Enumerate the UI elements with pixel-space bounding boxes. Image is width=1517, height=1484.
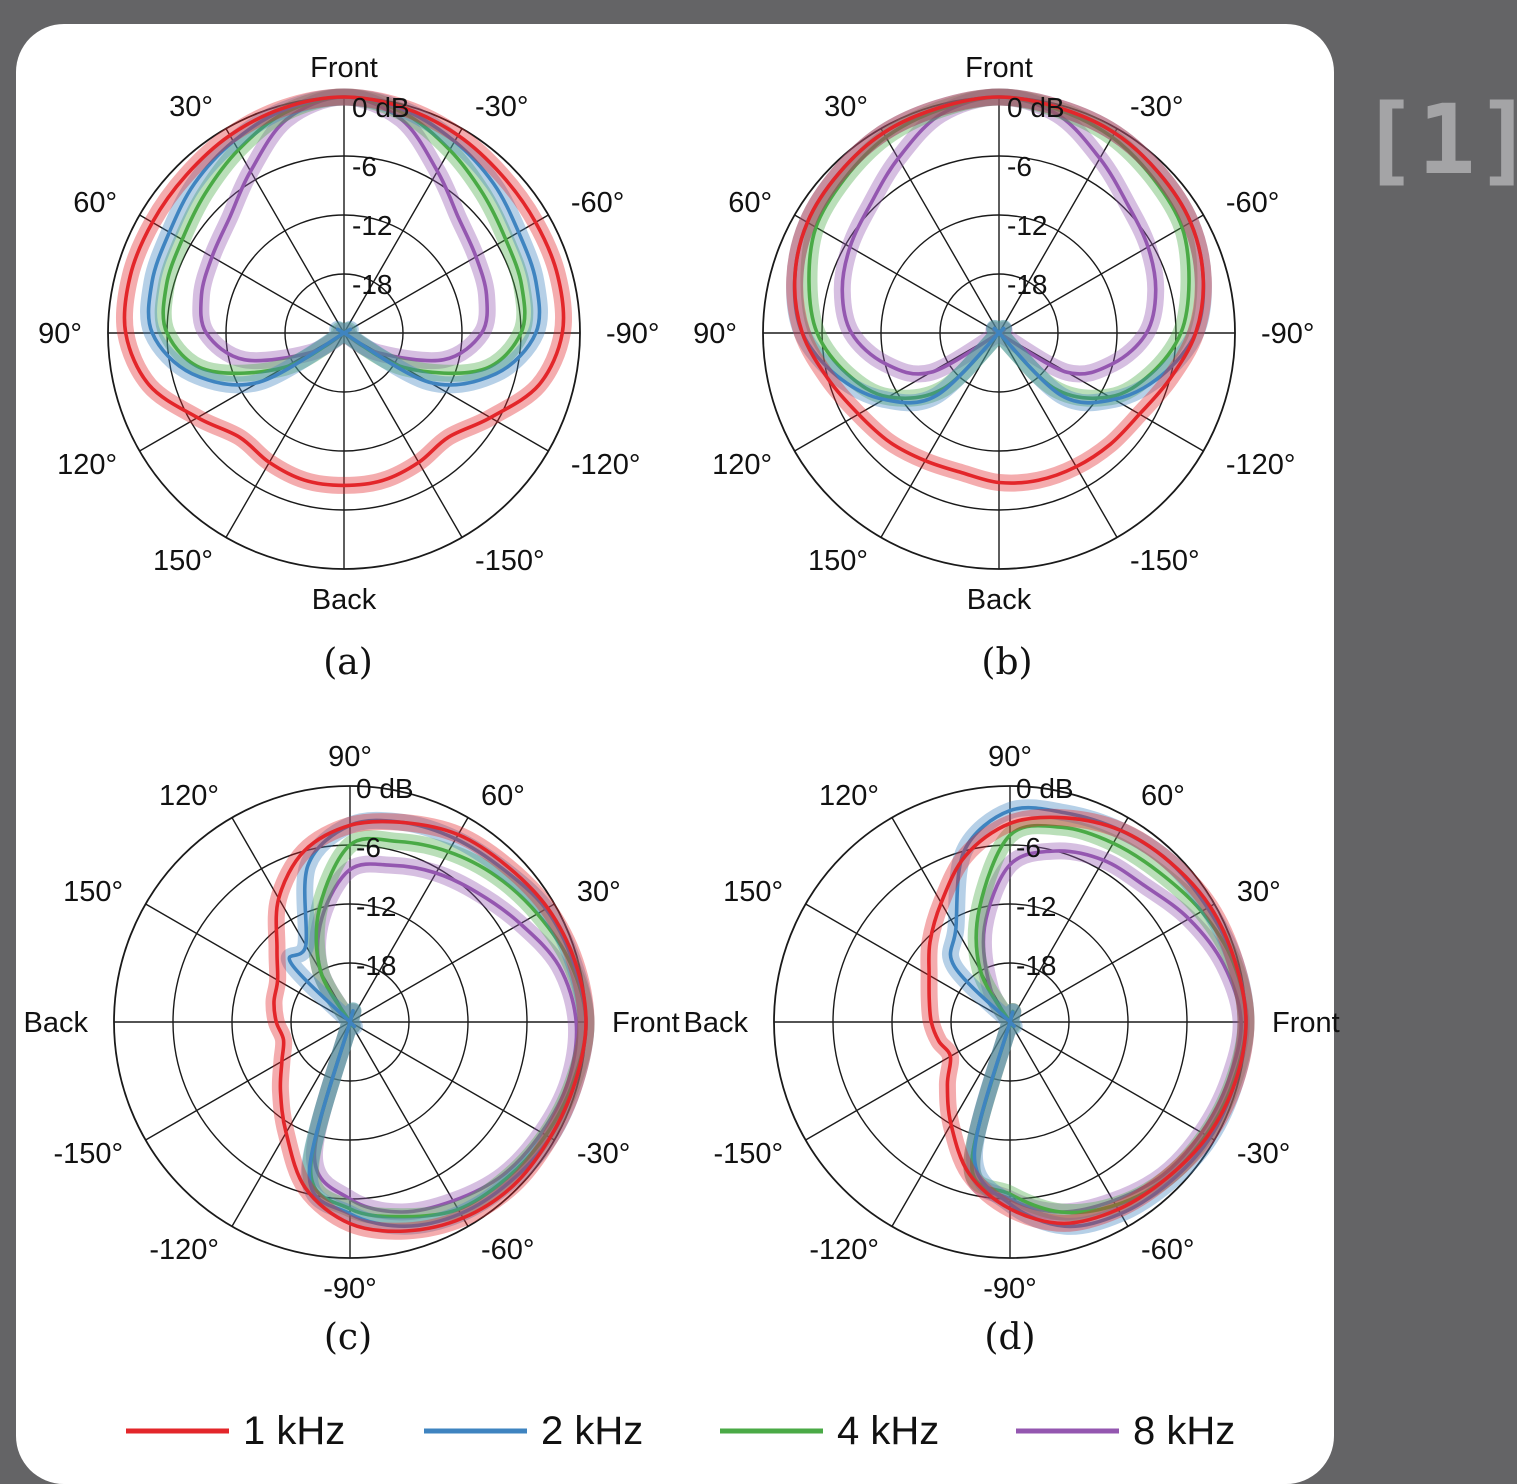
legend-label: 8 kHz [1133,1409,1235,1453]
radial-tick-label: -12 [356,891,396,922]
angle-label: -60° [481,1234,535,1266]
angle-label: 150° [723,876,783,908]
angle-label: 30° [824,91,868,123]
series-line-1khz [272,819,588,1234]
angle-label: 60° [481,780,525,812]
angle-label: Front [612,1007,680,1039]
polar-panels: 0 dB -6 -12 -18 Front 30° 60° 90° 120° 150° Back -1… [24,52,1340,1358]
angle-label: 90° [988,741,1032,773]
angle-label: 120° [819,780,879,812]
radial-tick-label: 0 dB [1007,92,1065,123]
angle-label: -60° [1141,1234,1195,1266]
angle-label: Back [24,1007,89,1039]
angle-label: 30° [577,876,621,908]
angle-label: 30° [1237,876,1281,908]
angle-label: -150° [1130,545,1200,577]
figure-card [16,24,1334,1484]
angle-label: -30° [1130,91,1184,123]
angle-label: -150° [475,545,545,577]
angle-label: -90° [606,318,660,350]
angle-label: 150° [153,545,213,577]
angle-label: Back [684,1007,749,1039]
angle-label: -120° [149,1234,219,1266]
legend-item-4khz: 4 kHz [720,1409,939,1453]
angle-label: 120° [712,449,772,481]
angle-label: -30° [577,1138,631,1170]
angle-label: -60° [571,187,625,219]
radial-tick-label: 0 dB [356,773,414,804]
angle-label: 90° [328,741,372,773]
legend-item-8khz: 8 kHz [1016,1409,1235,1453]
legend-label: 1 kHz [243,1409,345,1453]
angle-label: -90° [1261,318,1315,350]
radial-tick-label: -12 [1007,210,1047,241]
legend: 1 kHz 2 kHz 4 kHz 8 kHz [126,1409,1235,1453]
series-line-1khz [792,95,1206,485]
angle-label: 120° [57,449,117,481]
angle-label: -90° [323,1273,377,1305]
angle-label: -30° [475,91,529,123]
radial-tick-label: 0 dB [352,92,410,123]
angle-label: Back [312,584,377,616]
polar-panel-b: 0 dB -6 -12 -18 Front 30° 60° 90° 120° 150° Back -1… [693,52,1314,683]
angle-label: -150° [713,1138,783,1170]
angle-label: 90° [38,318,82,350]
series-line-2khz [146,95,542,387]
radial-tick-label: -18 [352,269,392,300]
series-line-1khz [122,95,566,488]
polar-panel-c: 0 dB -6 -12 -18 Front 30° 60° 90° 120° 150° Back -1… [24,741,680,1358]
panel-caption: (a) [323,642,373,683]
radial-tick-label: -6 [356,832,381,863]
angle-label: Front [1272,1007,1340,1039]
angle-label: -120° [1226,449,1296,481]
radial-tick-label: -6 [1016,832,1041,863]
angle-label: 150° [808,545,868,577]
polar-panel-a: 0 dB -6 -12 -18 Front 30° 60° 90° 120° 150° Back -1… [38,52,659,683]
panel-caption: (c) [324,1317,372,1358]
angle-label: -120° [571,449,641,481]
legend-label: 4 kHz [837,1409,939,1453]
radial-tick-label: -6 [1007,151,1032,182]
angle-label: 90° [693,318,737,350]
angle-label: -90° [983,1273,1037,1305]
angle-label: 60° [73,187,117,219]
angle-label: Back [967,584,1032,616]
radial-tick-label: -12 [352,210,392,241]
radial-tick-label: -12 [1016,891,1056,922]
radial-tick-label: -6 [352,151,377,182]
angle-label: Front [310,52,378,84]
series-line-1khz [927,815,1248,1226]
legend-label: 2 kHz [541,1409,643,1453]
panel-caption: (b) [981,642,1032,683]
angle-label: -30° [1237,1138,1291,1170]
angle-label: 60° [1141,780,1185,812]
radial-tick-label: -18 [356,950,396,981]
panel-caption: (d) [984,1317,1035,1358]
angle-label: Front [965,52,1033,84]
legend-item-1khz: 1 kHz [126,1409,345,1453]
radial-tick-label: -18 [1007,269,1047,300]
angle-label: -120° [809,1234,879,1266]
legend-item-2khz: 2 kHz [424,1409,643,1453]
angle-label: 150° [63,876,123,908]
angle-label: -60° [1226,187,1280,219]
series-line-2khz [287,818,588,1228]
angle-label: -150° [53,1138,123,1170]
radial-tick-label: 0 dB [1016,773,1074,804]
angle-label: 60° [728,187,772,219]
angle-label: 30° [169,91,213,123]
reference-badge: [1] [1360,84,1517,196]
polar-panel-d: 0 dB -6 -12 -18 Front 30° 60° 90° 120° 150° Back -1… [684,741,1340,1358]
radial-tick-label: -18 [1016,950,1056,981]
angle-label: 120° [159,780,219,812]
